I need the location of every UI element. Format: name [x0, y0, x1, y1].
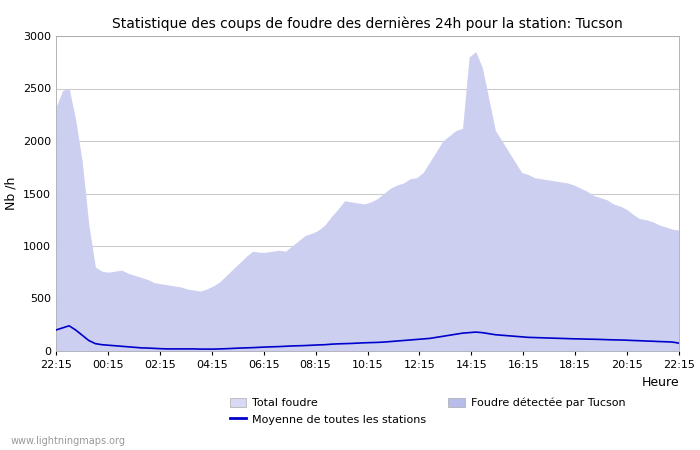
Legend: Total foudre, Moyenne de toutes les stations, Foudre détectée par Tucson: Total foudre, Moyenne de toutes les stat… — [230, 397, 625, 425]
Title: Statistique des coups de foudre des dernières 24h pour la station: Tucson: Statistique des coups de foudre des dern… — [112, 16, 623, 31]
Text: Heure: Heure — [641, 376, 679, 389]
Y-axis label: Nb /h: Nb /h — [4, 177, 18, 210]
Text: www.lightningmaps.org: www.lightningmaps.org — [10, 436, 125, 446]
